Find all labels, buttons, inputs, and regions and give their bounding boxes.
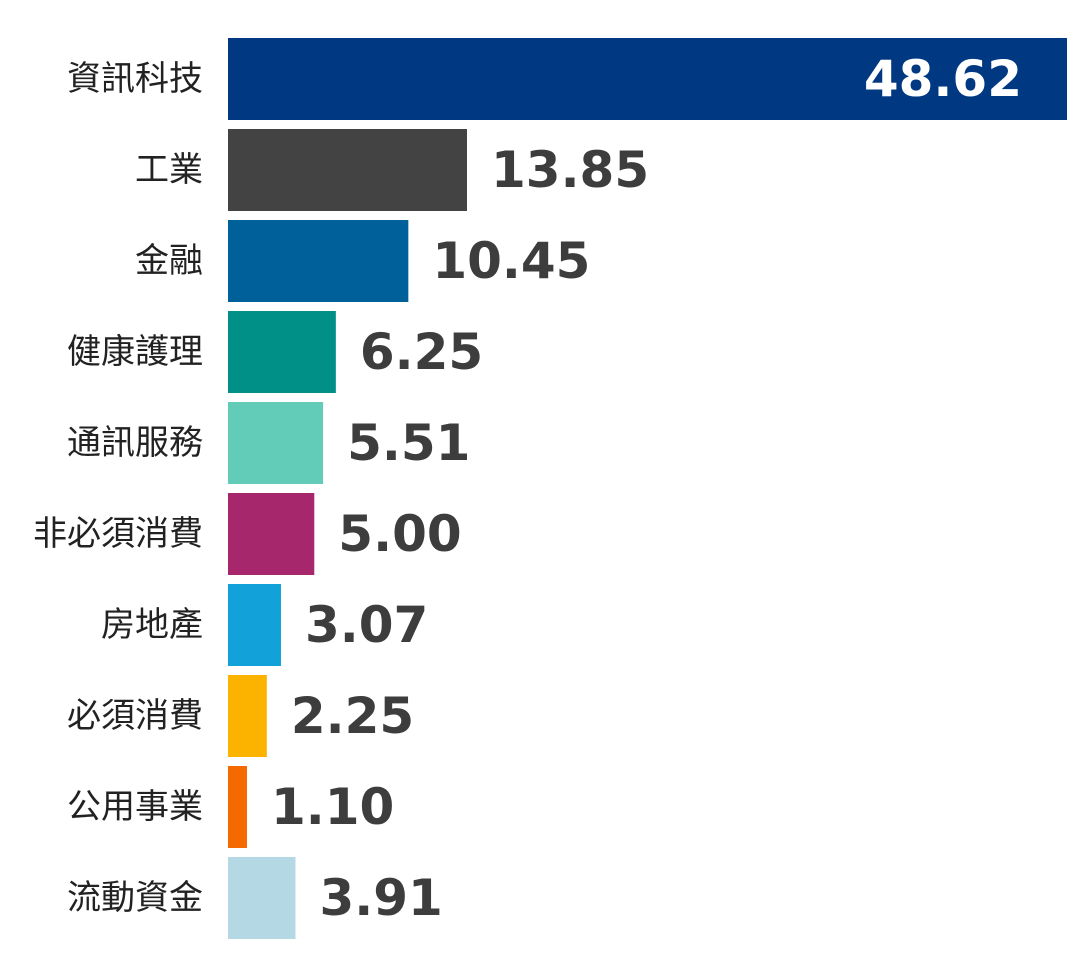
data-label: 5.51	[347, 414, 470, 472]
data-label: 10.45	[432, 232, 590, 290]
data-label: 5.00	[338, 505, 461, 563]
category-label: 通訊服務	[67, 423, 203, 463]
category-label: 房地產	[101, 605, 203, 645]
bar	[228, 675, 267, 757]
bar	[228, 766, 247, 848]
bar	[228, 857, 296, 939]
data-label: 6.25	[360, 323, 483, 381]
category-label: 健康護理	[67, 332, 203, 372]
bar	[228, 311, 336, 393]
data-label: 1.10	[271, 778, 394, 836]
data-label: 2.25	[291, 687, 414, 745]
category-label: 金融	[135, 241, 203, 281]
bar	[228, 402, 324, 484]
category-label: 資訊科技	[67, 59, 203, 99]
data-label: 48.62	[864, 50, 1022, 108]
data-label: 3.91	[319, 869, 442, 927]
data-label: 13.85	[491, 141, 649, 199]
bar	[228, 38, 1067, 120]
category-label: 流動資金	[67, 878, 203, 918]
category-label: 工業	[135, 150, 203, 190]
category-label: 非必須消費	[33, 514, 203, 554]
category-label: 公用事業	[67, 787, 203, 827]
data-label: 3.07	[305, 596, 428, 654]
bar	[228, 493, 315, 575]
category-label: 必須消費	[67, 696, 203, 736]
bar	[228, 584, 281, 666]
bar	[228, 220, 409, 302]
bar	[228, 129, 467, 211]
